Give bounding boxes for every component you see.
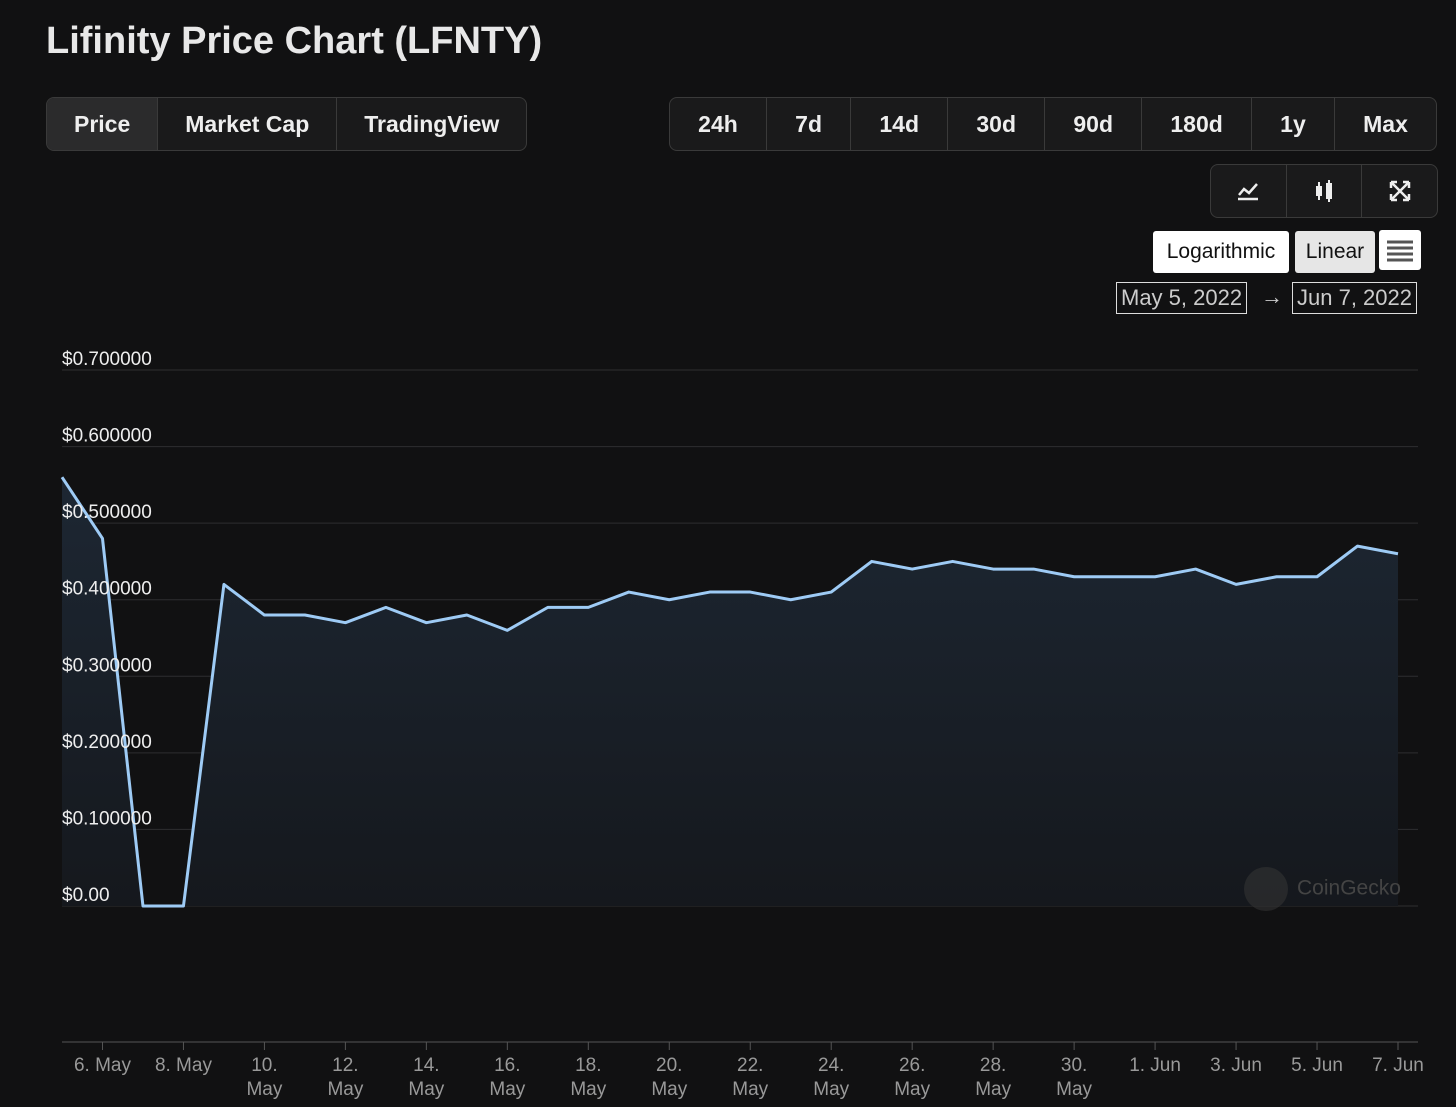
range-button[interactable]: 90d	[1045, 98, 1143, 150]
arrow: →	[1261, 284, 1283, 309]
x-tick-label: 30. May	[1056, 1055, 1093, 1100]
x-tick-label: 26. May	[894, 1055, 931, 1100]
x-tick-label: 24. May	[813, 1055, 850, 1100]
fullscreen-button[interactable]	[1362, 165, 1437, 217]
y-tick-label: $0.00	[62, 885, 110, 906]
icon	[1238, 183, 1259, 201]
x-tick-label: 18. May	[570, 1055, 607, 1100]
range-button[interactable]: 14d	[851, 98, 949, 150]
date-to[interactable]: Jun 7, 2022	[1292, 282, 1417, 314]
range-button[interactable]: 30d	[948, 98, 1046, 150]
y-tick-label: $0.500000	[62, 502, 152, 523]
x-tick-label: 1. Jun	[1129, 1055, 1181, 1076]
x-tick-label: 12. May	[327, 1055, 364, 1100]
icon	[1316, 180, 1332, 202]
tab[interactable]: Price	[47, 98, 159, 150]
x-tick-label: 16. May	[489, 1055, 526, 1100]
candle-chart-button[interactable]	[1287, 165, 1363, 217]
price-area	[62, 477, 1398, 906]
range-button[interactable]: 24h	[670, 98, 767, 150]
x-tick-label: 5. Jun	[1291, 1055, 1343, 1076]
x-tick-label: 7. Jun	[1372, 1055, 1424, 1076]
y-tick-label: $0.700000	[62, 349, 152, 370]
range-button[interactable]: 7d	[767, 98, 852, 150]
x-tick-label: 3. Jun	[1210, 1055, 1262, 1076]
menu-button[interactable]	[1379, 230, 1421, 270]
tab[interactable]: Market Cap	[158, 98, 338, 150]
x-tick-label: 10. May	[246, 1055, 283, 1100]
range-button[interactable]: 1y	[1252, 98, 1335, 150]
tab[interactable]: TradingView	[364, 110, 500, 137]
scale-button[interactable]: Linear	[1295, 231, 1375, 273]
x-tick-label: 20. May	[651, 1055, 688, 1100]
x-tick-label: 8. May	[154, 1055, 212, 1076]
x-tick-label: 14. May	[408, 1055, 445, 1100]
date-from[interactable]: May 5, 2022	[1116, 282, 1248, 314]
x-tick-label: 28. May	[975, 1055, 1012, 1100]
range-button[interactable]: 180d	[1142, 98, 1252, 150]
icon	[1389, 180, 1410, 202]
price-line	[60, 476, 1399, 908]
y-tick-label: $0.300000	[62, 655, 152, 676]
scale-button[interactable]: Logarithmic	[1153, 231, 1289, 273]
y-tick-label: $0.100000	[62, 808, 152, 829]
range-group: 24h 7d 14d 30d 90d 180d 1y Max	[669, 97, 1437, 151]
range-button[interactable]: Max	[1363, 110, 1408, 137]
watermark: CoinGecko	[1297, 877, 1401, 900]
y-tick-label: $0.600000	[62, 426, 152, 447]
x-tick-label: 6. May	[73, 1055, 131, 1076]
y-tick-label: $0.400000	[62, 579, 152, 600]
watermark-logo	[1244, 867, 1288, 911]
page-title: Lifinity Price Chart (LFNTY)	[46, 20, 543, 62]
x-tick-label: 22. May	[732, 1055, 769, 1100]
chart-style-group	[1210, 164, 1438, 218]
line-chart-button[interactable]	[1211, 165, 1287, 217]
y-tick-label: $0.200000	[62, 732, 152, 753]
icon	[1387, 240, 1413, 262]
tab-group: Price Market Cap TradingView	[46, 97, 528, 151]
